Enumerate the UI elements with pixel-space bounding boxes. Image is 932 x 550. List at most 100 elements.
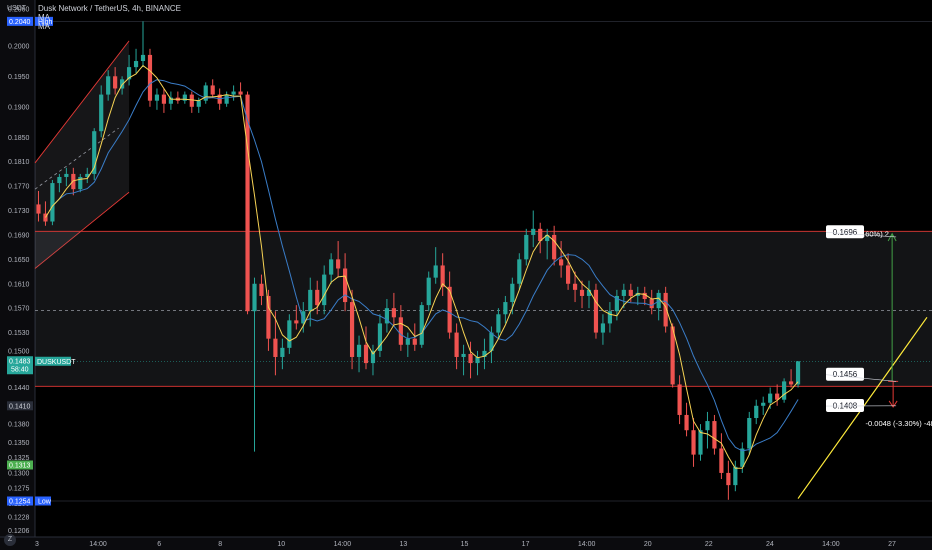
candle-body	[140, 54, 146, 62]
candle-body	[538, 228, 543, 242]
y-tick-label: 0.1350	[8, 440, 30, 447]
candle-body	[517, 259, 522, 284]
candle-body	[586, 289, 592, 296]
candle-body	[315, 289, 320, 306]
candle-body	[740, 448, 745, 467]
candle-body	[698, 430, 703, 455]
y-tick-label: 0.1500	[8, 348, 30, 355]
ma-indicator-1[interactable]: MA	[38, 13, 50, 22]
candle-body	[106, 76, 111, 95]
high-label: High	[38, 19, 53, 26]
candle-body	[489, 332, 494, 351]
x-tick-label: 27	[888, 541, 896, 548]
x-tick-label: 14:00	[334, 541, 352, 548]
candle-body	[440, 265, 445, 287]
level-a-tag: 0.1410	[9, 403, 31, 410]
candle-body	[628, 289, 633, 296]
y-tick-label: 0.1810	[8, 159, 30, 166]
candle-body	[747, 418, 752, 449]
measure-up-arrowhead	[887, 232, 897, 242]
y-tick-label: 0.1610	[8, 281, 30, 288]
candle-body	[677, 384, 682, 415]
candle-body	[336, 259, 341, 269]
candle-body	[92, 131, 97, 174]
candle-body	[36, 204, 41, 214]
candle-body	[454, 332, 459, 357]
candle-body	[329, 259, 334, 275]
y-tick-label: 0.1770	[8, 184, 30, 191]
candle-body	[593, 289, 599, 333]
x-tick-label: 24	[766, 541, 774, 548]
candle-body	[649, 299, 654, 309]
candle-body	[377, 323, 383, 351]
level-b-tag: 0.1313	[9, 462, 31, 469]
y-tick-label: 0.1325	[8, 455, 30, 462]
y-tick-label: 0.1275	[8, 486, 30, 493]
ma-indicator-2[interactable]: MA	[38, 22, 50, 31]
candle-body	[238, 91, 243, 95]
candle-body	[252, 283, 257, 312]
candle-body	[775, 393, 780, 400]
candle-body	[461, 353, 466, 357]
level-b-tag-box	[7, 460, 33, 470]
target-up-label: 0.1696	[833, 228, 858, 237]
y-tick-label: 0.1206	[8, 528, 30, 535]
time-axis	[0, 537, 932, 550]
candle-body	[203, 85, 208, 101]
candle-body	[503, 302, 508, 315]
y-tick-label: 0.1300	[8, 470, 30, 477]
target-down-measure: -0.0048 (-3.30%) -48	[866, 419, 932, 428]
candle-body	[126, 67, 132, 80]
candle-body	[566, 265, 571, 284]
candle-body	[642, 292, 647, 300]
candle-body	[322, 274, 327, 306]
y-tick-label: 0.1380	[8, 422, 30, 429]
candle-body	[113, 76, 118, 89]
candle-body	[266, 295, 271, 339]
y-tick-label: 0.2000	[8, 43, 30, 50]
timezone-icon[interactable]: Z	[4, 534, 16, 546]
x-tick-label: 14:00	[822, 541, 840, 548]
candle-body	[43, 213, 48, 222]
candle-body	[182, 94, 187, 101]
candle-body	[761, 402, 766, 406]
candle-body	[349, 302, 355, 357]
x-tick-label: 14:00	[89, 541, 107, 548]
candle-body	[231, 91, 236, 95]
currency-label: USDT	[7, 5, 27, 12]
candle-body	[308, 289, 313, 312]
x-tick-label: 3	[35, 541, 39, 548]
y-tick-label: 0.1900	[8, 104, 30, 111]
x-tick-label: 17	[522, 541, 530, 548]
ma-fast-line	[45, 64, 799, 469]
candle-body	[294, 320, 299, 324]
symbol-title[interactable]: Dusk Network / TetherUS, 4h, BINANCE	[38, 4, 182, 13]
candle-body	[189, 94, 194, 107]
high-label-box	[35, 16, 53, 26]
candle-body	[343, 268, 348, 303]
high-price-tag: 0.2040	[9, 19, 31, 26]
y-tick-label: 0.1650	[8, 257, 30, 264]
y-tick-label: 0.2060	[8, 7, 30, 14]
candle-body	[147, 54, 153, 101]
low-price-tag: 0.1254	[9, 498, 31, 505]
candle-body	[370, 350, 376, 364]
bar-countdown: 58:40	[11, 366, 29, 373]
x-tick-label: 20	[644, 541, 652, 548]
x-tick-label: 22	[705, 541, 713, 548]
candle-body	[280, 347, 285, 357]
candle-body	[788, 381, 794, 385]
candle-body	[684, 414, 689, 431]
y-tick-label: 0.1690	[8, 232, 30, 239]
candle-body	[482, 350, 487, 357]
candle-body	[614, 295, 619, 312]
candle-body	[419, 305, 424, 345]
target-up-label-box	[826, 225, 864, 239]
x-tick-label: 14:00	[578, 541, 596, 548]
candle-body	[273, 338, 278, 357]
candle-body	[85, 173, 90, 177]
candle-body	[99, 94, 104, 132]
symbol-tag: DUSKUSDT	[37, 359, 76, 366]
